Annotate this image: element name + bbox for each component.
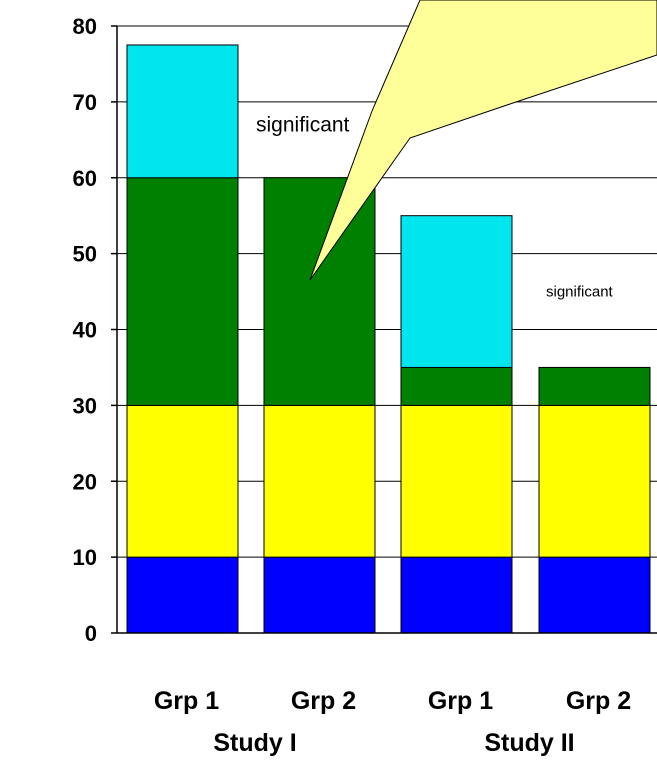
y-tick-label-60: 60 — [73, 166, 97, 191]
category-label-3: Grp 1 — [428, 687, 493, 715]
bar-1-segment-2 — [126, 404, 239, 558]
bar-1-segment-1 — [126, 556, 239, 634]
y-tick-label-0: 0 — [85, 621, 97, 646]
bar-3-segment-2 — [400, 404, 513, 558]
x-category-labels: Grp 1 Grp 2 Grp 1 Grp 2 Study I Study II — [154, 687, 631, 757]
bar-3 — [400, 215, 513, 634]
bars — [126, 44, 651, 634]
callout-pointer — [309, 0, 657, 281]
y-tick-labels: 0 10 20 30 40 50 60 70 80 — [73, 14, 97, 646]
category-label-4: Grp 2 — [566, 687, 631, 715]
category-label-1: Grp 1 — [154, 687, 219, 715]
y-tick-label-40: 40 — [73, 318, 97, 343]
group-label-1: Study I — [213, 729, 296, 757]
y-tick-label-20: 20 — [73, 469, 97, 494]
bar-2-segment-2 — [263, 404, 376, 558]
annotation-significant-study-i: significant — [256, 114, 350, 137]
bar-4 — [538, 366, 651, 634]
y-tick-label-70: 70 — [73, 90, 97, 115]
callout — [309, 0, 657, 281]
bar-1-segment-3 — [126, 177, 239, 406]
bar-4-segment-3 — [538, 366, 651, 406]
bar-2-segment-1 — [263, 556, 376, 634]
bar-1 — [126, 44, 239, 634]
annotation-significant-study-ii: significant — [546, 284, 614, 301]
bar-4-segment-2 — [538, 404, 651, 558]
y-tick-label-80: 80 — [73, 14, 97, 39]
category-label-2: Grp 2 — [291, 687, 356, 715]
y-tick-label-30: 30 — [73, 393, 97, 418]
bar-4-segment-1 — [538, 556, 651, 634]
bar-2-segment-3 — [263, 177, 376, 406]
bar-2 — [263, 177, 376, 634]
bar-3-segment-1 — [400, 556, 513, 634]
bar-1-segment-4 — [126, 44, 239, 179]
y-tick-label-50: 50 — [73, 242, 97, 267]
y-tick-label-10: 10 — [73, 545, 97, 570]
bar-3-segment-4 — [400, 215, 513, 368]
bar-3-segment-3 — [400, 366, 513, 406]
group-label-2: Study II — [484, 729, 574, 757]
